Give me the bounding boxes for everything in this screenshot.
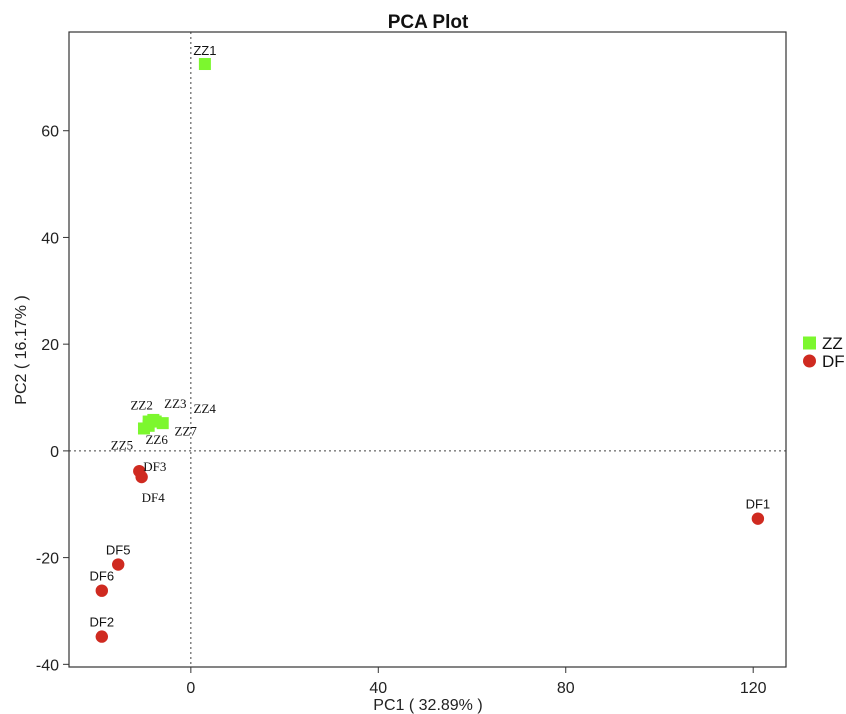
y-axis-label: PC2 ( 16.17% ) [13, 295, 30, 404]
x-axis-label: PC1 ( 32.89% ) [373, 697, 482, 714]
point-df2 [95, 630, 109, 643]
point-label-df2: DF2 [90, 615, 115, 630]
point-label-zz6: ZZ6 [145, 432, 168, 447]
legend-label-zz: ZZ [822, 334, 843, 353]
point-label-df6: DF6 [90, 569, 115, 584]
point-zz7 [149, 415, 162, 428]
y-tick-label: 20 [41, 337, 59, 354]
point-label-df1: DF1 [746, 497, 771, 512]
point-label-df5: DF5 [106, 543, 131, 558]
legend-swatch-zz [803, 336, 816, 350]
point-label-zz5: ZZ5 [111, 437, 133, 452]
chart-title: PCA Plot [388, 12, 469, 33]
point-label-zz1: ZZ1 [193, 43, 216, 58]
point-df5 [112, 558, 125, 571]
x-tick-label: 0 [186, 680, 195, 697]
point-label-zz7: ZZ7 [175, 424, 198, 439]
x-tick-label: 40 [369, 680, 387, 697]
point-label-df3: DF3 [143, 459, 166, 474]
point-zz1 [198, 58, 211, 71]
y-tick-label: -40 [36, 657, 59, 674]
x-tick-label: 80 [557, 680, 575, 697]
point-df4 [135, 470, 148, 484]
point-df1 [751, 512, 765, 525]
y-tick-label: 0 [50, 444, 59, 461]
legend-label-df: DF [822, 352, 845, 371]
y-tick-label: 60 [41, 124, 59, 141]
plot-frame [68, 31, 787, 668]
point-label-zz3: ZZ3 [164, 396, 186, 411]
point-label-df4: DF4 [142, 490, 166, 505]
y-tick-label: 40 [41, 230, 59, 247]
point-label-zz2: ZZ2 [130, 398, 152, 413]
point-df6 [95, 584, 109, 597]
point-label-zz4: ZZ4 [194, 401, 217, 416]
legend-swatch-df [803, 354, 816, 368]
x-tick-label: 120 [740, 680, 767, 697]
y-tick-label: -20 [36, 551, 59, 568]
